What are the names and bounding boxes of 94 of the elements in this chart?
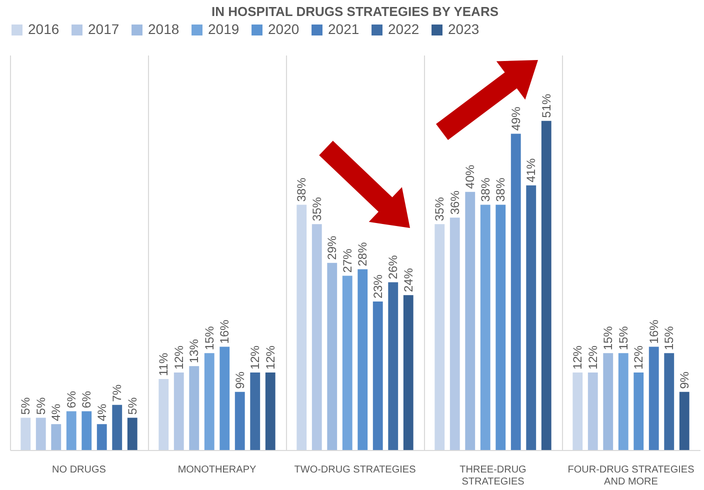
x-tick-label: TWO-DRUG STRATEGIES [294, 464, 416, 476]
data-label: 15% [601, 326, 616, 350]
bar [20, 418, 31, 450]
bar [312, 224, 322, 450]
data-label: 13% [187, 338, 202, 364]
x-tick-label: NO DRUGS [52, 464, 106, 476]
bar [342, 276, 352, 450]
bar [541, 120, 552, 450]
bar [588, 372, 598, 450]
data-label: 29% [325, 235, 340, 260]
data-label: 6% [80, 390, 94, 408]
bar [480, 204, 490, 450]
data-label: 49% [508, 106, 523, 131]
data-label: 16% [218, 319, 232, 344]
data-label: 12% [263, 345, 278, 370]
data-label: 12% [632, 345, 646, 370]
data-label: 27% [340, 248, 354, 273]
data-label: 11% [156, 352, 171, 376]
data-label: 5% [125, 397, 140, 415]
bar [664, 353, 674, 450]
bar [189, 366, 200, 450]
legend-label: 2017 [88, 21, 120, 37]
data-label: 9% [232, 371, 247, 389]
bar [603, 353, 614, 450]
data-label: 12% [172, 345, 186, 370]
legend-label: 2022 [388, 21, 420, 37]
data-label: 35% [310, 196, 324, 222]
bar [51, 424, 62, 450]
x-tick-label: FOUR-DRUG STRATEGIES AND MORE [568, 464, 695, 488]
data-label: 4% [94, 404, 109, 422]
legend-label: 2023 [448, 21, 480, 37]
data-label: 12% [570, 345, 585, 370]
legend-label: 2020 [268, 21, 300, 37]
data-label: 16% [646, 319, 661, 344]
legend-label: 2021 [328, 21, 360, 37]
data-label: 9% [677, 371, 692, 389]
data-label: 15% [616, 326, 630, 350]
data-label: 15% [662, 326, 676, 350]
bar [526, 185, 536, 450]
bar [234, 392, 245, 450]
bar [372, 302, 383, 450]
bar [572, 372, 583, 450]
data-label: 5% [34, 397, 48, 415]
bar [204, 353, 214, 450]
bar [496, 204, 506, 450]
x-tick-label: THREE-DRUG STRATEGIES [460, 464, 527, 488]
bar [465, 192, 476, 450]
bar [679, 392, 690, 450]
legend-label: 2016 [28, 21, 60, 37]
bar [510, 134, 521, 450]
chart-title: IN HOSPITAL DRUGS STRATEGIES BY YEARS [211, 4, 499, 19]
data-label: 28% [356, 242, 370, 266]
bar [82, 411, 92, 450]
bar [158, 379, 169, 450]
x-tick-label: MONOTHERAPY [178, 464, 256, 476]
data-label: 38% [294, 177, 309, 202]
data-label: 24% [401, 268, 416, 292]
bar [450, 218, 460, 450]
data-label: 40% [463, 164, 478, 189]
bar [250, 372, 260, 450]
data-label: 51% [539, 93, 554, 118]
bar [634, 372, 644, 450]
bar [220, 346, 230, 450]
bar [296, 204, 307, 450]
bar [388, 282, 398, 450]
data-label: 38% [494, 177, 508, 202]
bar [66, 411, 76, 450]
data-label: 23% [370, 274, 385, 299]
bar [434, 224, 445, 450]
bar [327, 262, 338, 450]
data-label: 7% [110, 384, 124, 402]
data-label: 38% [478, 177, 492, 202]
bar [127, 418, 138, 450]
data-label: 26% [386, 254, 400, 280]
data-label: 15% [202, 326, 216, 350]
bar [265, 372, 276, 450]
data-label: 41% [524, 158, 538, 182]
bar [174, 372, 184, 450]
data-label: 4% [49, 404, 64, 422]
bar [648, 346, 659, 450]
bar [112, 404, 122, 450]
data-label: 35% [432, 196, 447, 222]
legend-label: 2019 [208, 21, 240, 37]
legend-label: 2018 [148, 21, 180, 37]
bar [358, 269, 368, 450]
bar [618, 353, 628, 450]
data-label: 36% [448, 190, 462, 215]
bar [403, 295, 414, 450]
data-label: 12% [586, 345, 600, 370]
data-label: 6% [64, 390, 78, 408]
bar [96, 424, 107, 450]
data-label: 5% [18, 397, 33, 415]
data-label: 12% [248, 345, 262, 370]
bar [36, 418, 46, 450]
